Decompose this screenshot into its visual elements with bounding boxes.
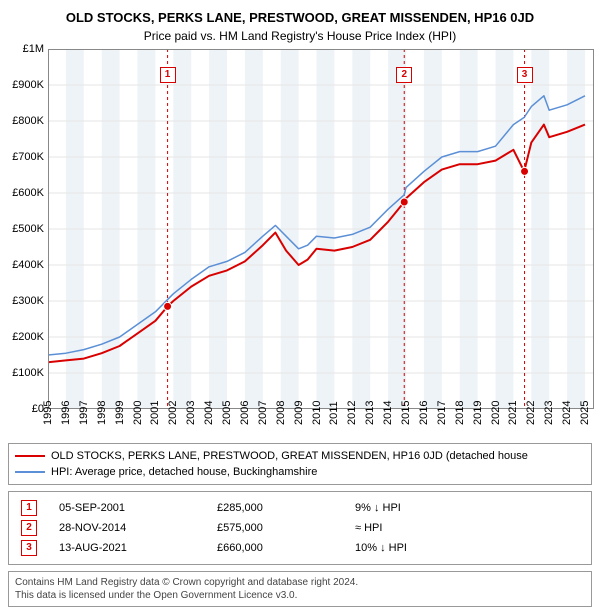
x-tick-label: 2017	[436, 401, 448, 425]
x-tick-label: 2004	[203, 401, 215, 425]
y-tick-label: £900K	[12, 79, 48, 91]
x-tick-label: 2008	[275, 401, 287, 425]
transaction-row: 2 28-NOV-2014£575,000≈ HPI	[17, 518, 583, 538]
callout-marker: 1	[160, 67, 176, 83]
y-tick-label: £100K	[12, 367, 48, 379]
transaction-row: 3 13-AUG-2021£660,00010% ↓ HPI	[17, 538, 583, 558]
x-tick-label: 2018	[454, 401, 466, 425]
legend-item: OLD STOCKS, PERKS LANE, PRESTWOOD, GREAT…	[15, 448, 585, 464]
x-tick-label: 2010	[311, 401, 323, 425]
transactions-table: 1 05-SEP-2001£285,0009% ↓ HPI 2 28-NOV-2014…	[17, 498, 583, 558]
y-tick-label: £600K	[12, 187, 48, 199]
x-tick-label: 1998	[96, 401, 108, 425]
y-tick-label: £1M	[23, 43, 48, 55]
transactions-box: 1 05-SEP-2001£285,0009% ↓ HPI 2 28-NOV-2014…	[8, 491, 592, 565]
legend-box: OLD STOCKS, PERKS LANE, PRESTWOOD, GREAT…	[8, 443, 592, 485]
x-tick-label: 2020	[490, 401, 502, 425]
x-tick-label: 2024	[561, 401, 573, 425]
x-tick-label: 2003	[185, 401, 197, 425]
y-tick-label: £200K	[12, 331, 48, 343]
legend-item: HPI: Average price, detached house, Buck…	[15, 464, 585, 480]
footer-line2: This data is licensed under the Open Gov…	[15, 589, 585, 602]
x-tick-label: 2025	[579, 401, 591, 425]
x-tick-label: 2014	[382, 401, 394, 425]
transaction-date: 13-AUG-2021	[55, 538, 213, 558]
x-tick-label: 2013	[364, 401, 376, 425]
x-tick-label: 2016	[418, 401, 430, 425]
x-tick-label: 2001	[149, 401, 161, 425]
transaction-row: 1 05-SEP-2001£285,0009% ↓ HPI	[17, 498, 583, 518]
footer-line1: Contains HM Land Registry data © Crown c…	[15, 576, 585, 589]
transaction-date: 28-NOV-2014	[55, 518, 213, 538]
x-tick-label: 2023	[543, 401, 555, 425]
x-tick-label: 1997	[78, 401, 90, 425]
x-tick-label: 2002	[167, 401, 179, 425]
transaction-hpi: ≈ HPI	[351, 518, 583, 538]
legend-swatch	[15, 471, 45, 473]
transaction-price: £660,000	[213, 538, 351, 558]
y-tick-label: £700K	[12, 151, 48, 163]
footer-box: Contains HM Land Registry data © Crown c…	[8, 571, 592, 607]
transaction-hpi: 10% ↓ HPI	[351, 538, 583, 558]
y-tick-label: £500K	[12, 223, 48, 235]
x-tick-label: 2006	[239, 401, 251, 425]
transaction-marker: 1	[21, 500, 37, 516]
chart-svg	[48, 49, 594, 409]
x-tick-label: 1999	[114, 401, 126, 425]
y-tick-label: £400K	[12, 259, 48, 271]
x-tick-label: 2019	[472, 401, 484, 425]
x-tick-label: 1995	[42, 401, 54, 425]
transaction-marker: 3	[21, 540, 37, 556]
x-tick-label: 2021	[507, 401, 519, 425]
legend-label: HPI: Average price, detached house, Buck…	[51, 466, 317, 478]
x-tick-label: 2011	[328, 401, 340, 425]
chart-title: OLD STOCKS, PERKS LANE, PRESTWOOD, GREAT…	[0, 0, 600, 25]
legend-label: OLD STOCKS, PERKS LANE, PRESTWOOD, GREAT…	[51, 450, 528, 462]
transaction-date: 05-SEP-2001	[55, 498, 213, 518]
x-tick-label: 2005	[221, 401, 233, 425]
x-tick-label: 2015	[400, 401, 412, 425]
transaction-marker: 2	[21, 520, 37, 536]
y-tick-label: £300K	[12, 295, 48, 307]
x-axis-labels: 1995199619971998199920002001200220032004…	[48, 409, 594, 443]
x-tick-label: 1996	[60, 401, 72, 425]
chart-subtitle: Price paid vs. HM Land Registry's House …	[0, 25, 600, 49]
transaction-price: £575,000	[213, 518, 351, 538]
x-tick-label: 2022	[525, 401, 537, 425]
x-tick-label: 2009	[293, 401, 305, 425]
y-tick-label: £800K	[12, 115, 48, 127]
legend-swatch	[15, 455, 45, 457]
transaction-hpi: 9% ↓ HPI	[351, 498, 583, 518]
chart-plot-area: £0£100K£200K£300K£400K£500K£600K£700K£80…	[48, 49, 594, 409]
callout-marker: 2	[396, 67, 412, 83]
x-tick-label: 2007	[257, 401, 269, 425]
transaction-price: £285,000	[213, 498, 351, 518]
callout-marker: 3	[517, 67, 533, 83]
x-tick-label: 2000	[132, 401, 144, 425]
x-tick-label: 2012	[346, 401, 358, 425]
